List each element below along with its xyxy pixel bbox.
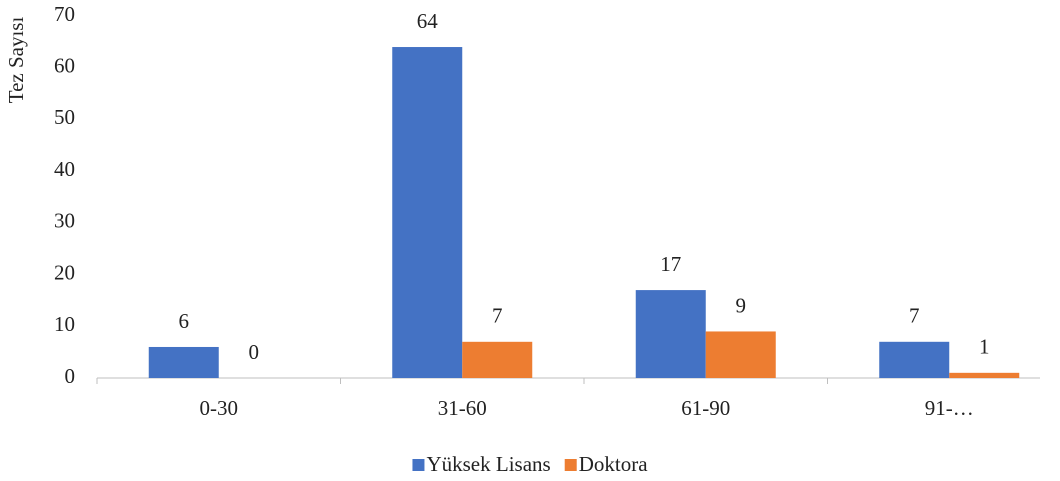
data-label: 7 bbox=[492, 304, 503, 328]
x-tick-label: 31-60 bbox=[438, 396, 487, 420]
y-tick-label: 20 bbox=[54, 260, 75, 284]
x-tick-label: 61-90 bbox=[681, 396, 730, 420]
data-label: 1 bbox=[979, 335, 990, 359]
y-tick-label: 50 bbox=[54, 105, 75, 129]
x-tick-label: 0-30 bbox=[200, 396, 239, 420]
y-tick-label: 30 bbox=[54, 209, 75, 233]
data-label: 17 bbox=[660, 252, 681, 276]
data-label: 64 bbox=[417, 9, 439, 33]
x-tick-label: 91-… bbox=[925, 396, 974, 420]
y-tick-label: 10 bbox=[54, 312, 75, 336]
y-axis-label: Tez Sayısı bbox=[4, 17, 28, 104]
y-tick-label: 70 bbox=[54, 2, 75, 26]
legend-swatch bbox=[412, 459, 425, 471]
legend-label: Doktora bbox=[579, 452, 648, 476]
data-label: 6 bbox=[179, 309, 190, 333]
bar bbox=[392, 47, 463, 379]
data-label: 7 bbox=[909, 304, 920, 328]
data-label: 9 bbox=[736, 293, 747, 317]
bar bbox=[705, 331, 776, 378]
y-tick-label: 0 bbox=[65, 364, 76, 388]
legend-swatch bbox=[564, 459, 577, 471]
legend-label: Yüksek Lisans bbox=[426, 452, 550, 476]
y-tick-label: 40 bbox=[54, 157, 75, 181]
bar bbox=[462, 341, 533, 378]
bar bbox=[635, 290, 706, 378]
bar bbox=[949, 372, 1020, 378]
bar bbox=[148, 346, 219, 378]
data-label: 0 bbox=[249, 340, 260, 364]
y-tick-label: 60 bbox=[54, 54, 75, 78]
bar bbox=[879, 341, 950, 378]
